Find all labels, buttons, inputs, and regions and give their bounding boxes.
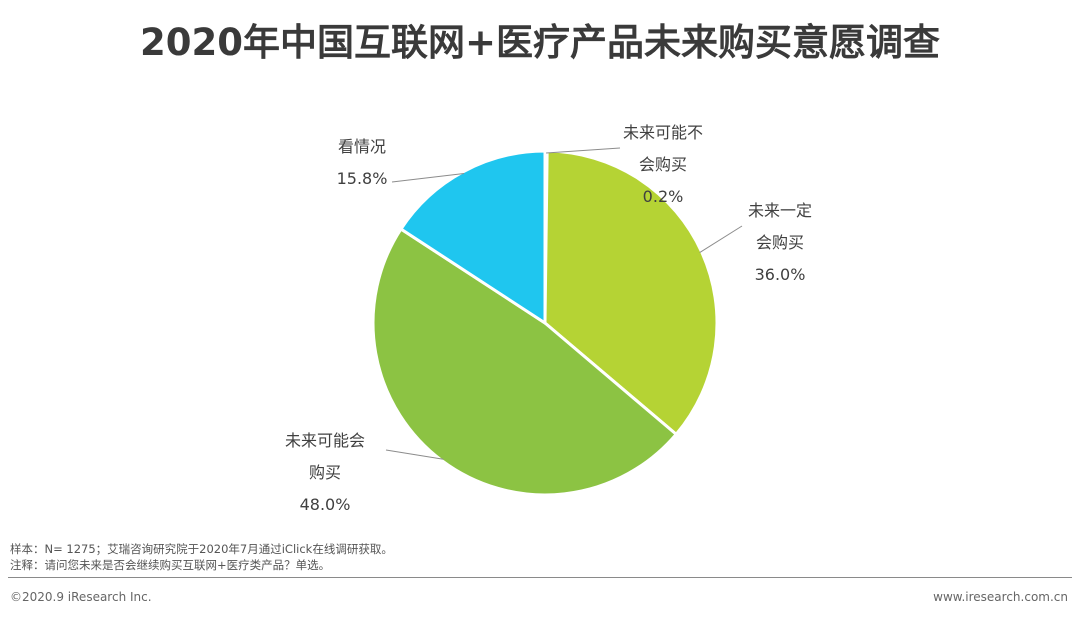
chart-title: 2020年中国互联网+医疗产品未来购买意愿调查: [140, 21, 940, 64]
copyright-text: ©2020.9 iResearch Inc.: [10, 590, 152, 604]
remark-note: 注释：请问您未来是否会继续购买互联网+医疗类产品？单选。: [10, 558, 331, 572]
slice-label-1: 未来可能不会购买 0.2%: [623, 123, 703, 206]
slice-label-2: 未来一定会购买 36.0%: [748, 201, 812, 284]
sample-note: 样本：N= 1275；艾瑞咨询研究院于2020年7月通过iClick在线调研获取…: [10, 542, 393, 556]
slice-label-4: 看情况 15.8%: [337, 137, 388, 188]
pie-slices: [371, 149, 719, 497]
slice-label-3: 未来可能会购买 48.0%: [285, 431, 365, 514]
leader-line-4: [391, 173, 465, 183]
pie-chart: 未来可能不会购买 0.2% 未来一定会购买 36.0% 未来可能会购买 48.0% 看情况 1…: [285, 123, 812, 514]
pie-slice-4: [398, 149, 547, 326]
chart-notes: 样本：N= 1275；艾瑞咨询研究院于2020年7月通过iClick在线调研获取…: [10, 541, 393, 573]
slice-labels: 未来可能不会购买 0.2% 未来一定会购买 36.0% 未来可能会购买 48.0% 看情况 1…: [285, 123, 812, 514]
website-link[interactable]: www.iresearch.com.cn: [933, 590, 1068, 604]
footer-divider: [8, 577, 1072, 578]
leader-line-1: [546, 147, 621, 154]
leader-lines: [385, 147, 743, 460]
leader-line-2: [699, 225, 743, 254]
leader-line-3: [385, 449, 444, 460]
pie-slice-3: [371, 226, 679, 497]
